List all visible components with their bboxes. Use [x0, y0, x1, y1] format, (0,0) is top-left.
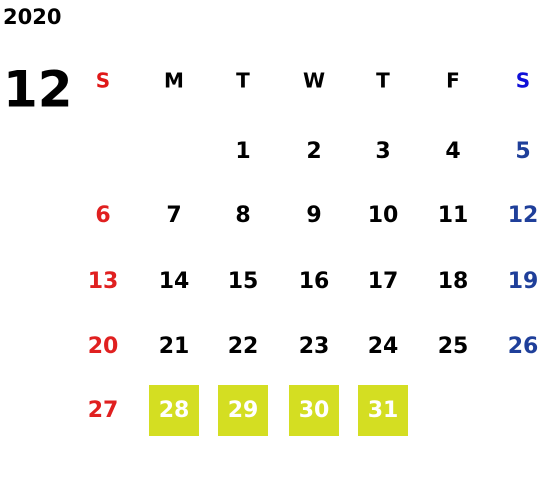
- day-number: 20: [88, 334, 119, 359]
- day-number: 21: [159, 334, 190, 359]
- day-number: 14: [159, 269, 190, 294]
- day-number: 7: [166, 203, 181, 228]
- day-number: 28: [159, 398, 190, 423]
- highlight-box: [218, 385, 268, 436]
- weekday-label: M: [164, 69, 184, 93]
- day-number: 9: [306, 203, 321, 228]
- weekday-label: T: [376, 69, 390, 93]
- day-number: 26: [508, 334, 539, 359]
- weekday-label: S: [96, 69, 110, 93]
- day-number: 13: [88, 269, 119, 294]
- day-number: 12: [508, 203, 539, 228]
- weekday-label: T: [236, 69, 250, 93]
- day-number: 6: [95, 203, 110, 228]
- day-number: 4: [445, 139, 460, 164]
- day-number: 17: [368, 269, 399, 294]
- day-number: 29: [228, 398, 259, 423]
- highlight-box: [149, 385, 199, 436]
- day-number: 18: [438, 269, 469, 294]
- weekday-label: W: [303, 69, 325, 93]
- highlight-box: [358, 385, 408, 436]
- day-number: 23: [299, 334, 330, 359]
- year: 2020: [3, 5, 61, 29]
- day-number: 15: [228, 269, 259, 294]
- day-number: 31: [368, 398, 399, 423]
- day-number: 5: [515, 139, 530, 164]
- day-number: 16: [299, 269, 330, 294]
- day-number: 11: [438, 203, 469, 228]
- day-number: 24: [368, 334, 399, 359]
- day-number: 1: [235, 139, 250, 164]
- highlight-box: [289, 385, 339, 436]
- day-number: 27: [88, 398, 119, 423]
- day-number: 19: [508, 269, 539, 294]
- day-number: 10: [368, 203, 399, 228]
- day-number: 25: [438, 334, 469, 359]
- day-number: 22: [228, 334, 259, 359]
- day-number: 3: [375, 139, 390, 164]
- day-number: 2: [306, 139, 321, 164]
- weekday-label: S: [516, 69, 530, 93]
- day-number: 8: [235, 203, 250, 228]
- weekday-label: F: [446, 69, 460, 93]
- day-number: 30: [299, 398, 330, 423]
- month: 12: [3, 61, 73, 119]
